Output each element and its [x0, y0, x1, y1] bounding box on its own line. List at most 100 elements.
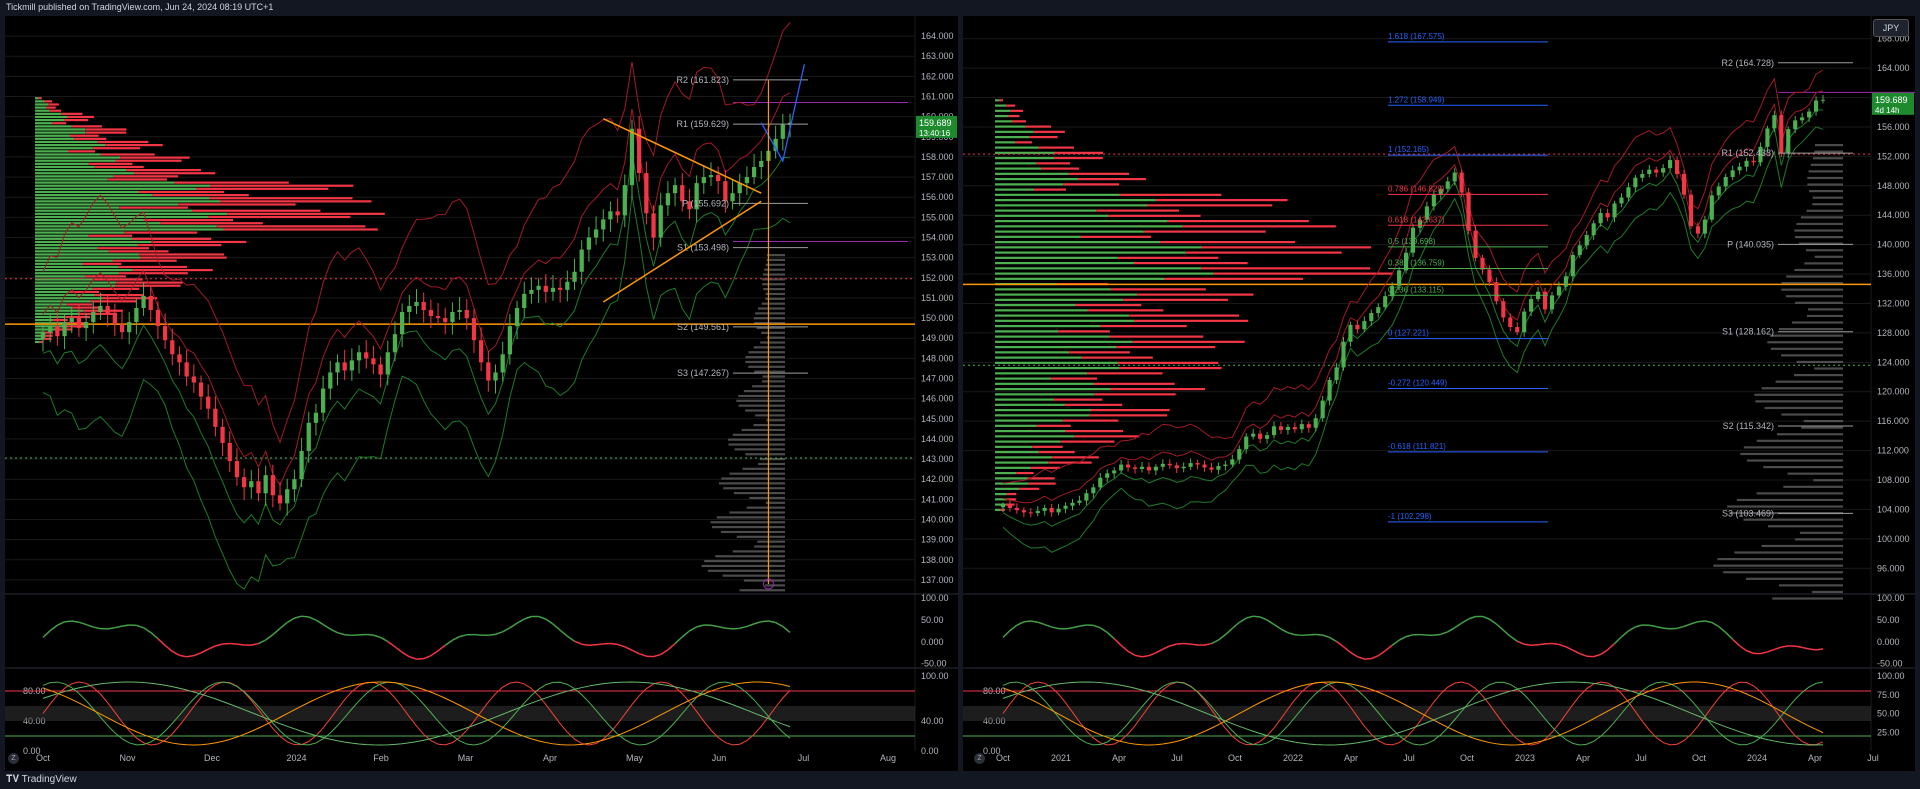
volume-profile-bar: [1091, 409, 1170, 412]
candle: [270, 475, 275, 496]
volume-profile-bar: [995, 246, 1202, 249]
candle: [507, 326, 513, 355]
rsi-line: [1246, 615, 1254, 619]
volume-histogram-bar: [757, 540, 785, 543]
candle: [1167, 463, 1172, 466]
candle: [1292, 427, 1297, 430]
volume-profile-bar: [1065, 430, 1124, 433]
volume-profile-bar: [1087, 372, 1163, 375]
volume-profile-bar: [178, 203, 296, 206]
candle: [586, 237, 592, 250]
rsi-line: [1739, 645, 1747, 652]
rsi-tick-label: -50.00: [921, 659, 947, 669]
candle: [177, 354, 182, 363]
volume-histogram-bar: [718, 482, 785, 485]
candle: [241, 477, 247, 488]
volume-histogram-bar: [710, 521, 785, 524]
volume-profile-bar: [1012, 120, 1026, 123]
volume-histogram-bar: [757, 307, 785, 310]
volume-histogram-bar: [1809, 190, 1843, 193]
volume-profile-bar: [995, 445, 1033, 448]
volume-histogram-bar: [765, 297, 785, 300]
stoch-tick-label-right: 75.00: [1877, 690, 1900, 700]
candle: [529, 289, 534, 294]
right-chart-svg[interactable]: 168.000164.000160.000156.000152.000148.0…: [963, 16, 1920, 771]
volume-profile-bar: [995, 419, 1063, 422]
volume-profile-bar: [1038, 451, 1075, 454]
volume-profile-bar: [1093, 382, 1175, 385]
rsi-line: [179, 654, 187, 658]
zoom-icon[interactable]: Z: [8, 753, 19, 764]
volume-profile-bar: [995, 188, 1035, 191]
volume-profile-bar: [35, 281, 117, 284]
volume-profile-bar: [119, 206, 189, 209]
candle: [1070, 502, 1075, 506]
volume-histogram-bar: [1713, 564, 1843, 567]
volume-profile-bar: [108, 250, 169, 253]
left-chart-svg[interactable]: 164.000163.000162.000161.000160.000159.0…: [5, 16, 958, 771]
volume-profile-bar: [35, 244, 138, 247]
volume-profile-bar: [1048, 461, 1092, 464]
volume-profile-bar: [35, 322, 63, 325]
y-tick-label: 132.000: [1877, 298, 1910, 308]
candle: [1077, 500, 1082, 503]
rsi-line: [1273, 623, 1282, 630]
currency-badge[interactable]: JPY: [1873, 19, 1909, 37]
volume-histogram-bar: [1778, 584, 1843, 587]
right-chart-panel[interactable]: 168.000164.000160.000156.000152.000148.0…: [963, 16, 1920, 771]
rsi-line: [423, 654, 432, 660]
rsi-line: [1815, 648, 1824, 651]
candle: [1675, 160, 1680, 175]
candle: [1730, 170, 1735, 177]
volume-histogram-bar: [1783, 485, 1843, 488]
rsi-line: [581, 643, 589, 646]
rsi-line: [516, 618, 525, 624]
volume-histogram-bar: [1778, 328, 1843, 331]
candle: [1772, 115, 1777, 129]
left-chart-panel[interactable]: 164.000163.000162.000161.000160.000159.0…: [5, 16, 958, 771]
volume-profile-bar: [1069, 351, 1130, 354]
volume-profile-bar: [995, 262, 1134, 265]
volume-profile-bar: [1133, 262, 1248, 265]
candle: [1424, 206, 1429, 220]
volume-profile-bar: [995, 430, 1066, 433]
rsi-line: [545, 618, 554, 625]
volume-profile-bar: [35, 134, 70, 137]
rsi-line: [1725, 631, 1734, 640]
rsi-line: [1676, 625, 1685, 630]
fib-label: -0.618 (111.821): [1388, 442, 1446, 451]
volume-profile-bar: [995, 162, 1037, 165]
candle: [55, 326, 60, 337]
volume-histogram-bar: [1795, 236, 1843, 239]
volume-histogram-bar: [704, 560, 785, 563]
rsi-line: [1162, 645, 1171, 650]
rsi-line: [1746, 650, 1754, 655]
rsi-line: [344, 634, 352, 637]
rsi-line: [725, 627, 733, 630]
rsi-line: [1663, 627, 1671, 630]
volume-profile-bar: [995, 99, 1000, 102]
rsi-line: [1294, 634, 1302, 637]
candle: [1744, 160, 1749, 167]
stoch-tick-label-right: 100.00: [1877, 671, 1905, 681]
candle: [1619, 197, 1624, 204]
volume-histogram-bar: [711, 526, 785, 529]
candle: [220, 426, 225, 443]
volume-profile-bar: [134, 172, 216, 175]
stoch-line: [1002, 681, 1824, 746]
tradingview-logo[interactable]: 𝐓𝐕 TradingView: [6, 774, 77, 785]
rsi-line: [286, 617, 295, 624]
rsi-line: [42, 630, 51, 638]
volume-histogram-bar: [1804, 262, 1843, 265]
rsi-line: [1079, 624, 1087, 627]
volume-profile-bar: [35, 178, 108, 181]
volume-profile-bar: [1100, 325, 1187, 328]
rsi-line: [1148, 652, 1157, 657]
volume-profile-bar: [88, 162, 133, 165]
zoom-icon[interactable]: Z: [974, 753, 985, 764]
y-tick-label: 152.000: [1877, 151, 1910, 161]
y-tick-label: 137.000: [921, 575, 954, 585]
volume-histogram-bar: [1794, 374, 1843, 377]
volume-profile-bar: [94, 165, 144, 169]
volume-profile-bar: [1117, 361, 1219, 364]
